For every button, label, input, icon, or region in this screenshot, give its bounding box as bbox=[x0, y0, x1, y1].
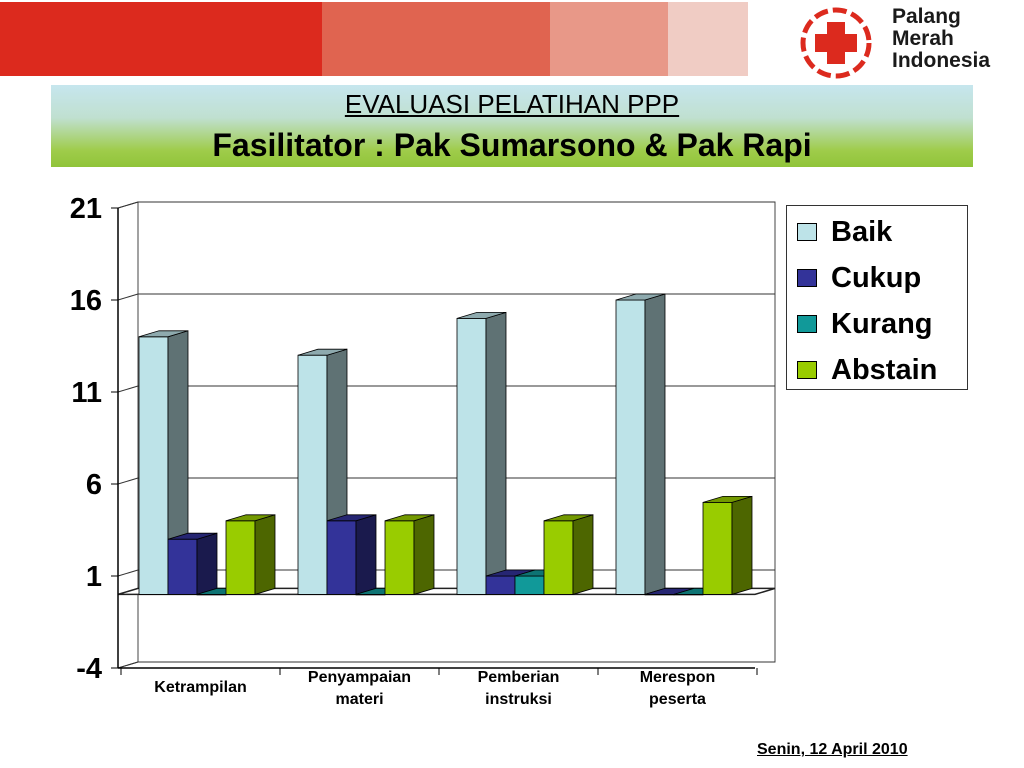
header-bar-4 bbox=[668, 2, 748, 76]
bar-front bbox=[225, 520, 256, 595]
header-bar-3 bbox=[550, 2, 668, 76]
y-tick-label: 21 bbox=[70, 193, 102, 225]
bar-front bbox=[297, 354, 328, 595]
y-tick-label: -4 bbox=[76, 653, 102, 685]
bar-baik bbox=[615, 293, 666, 595]
x-tick-label: Penyampaian bbox=[308, 669, 411, 686]
bar-top bbox=[615, 293, 666, 301]
x-tick-label: Pemberian bbox=[478, 669, 560, 686]
legend-label-kurang: Kurang bbox=[831, 307, 933, 340]
bar-front bbox=[514, 575, 545, 595]
bar-side bbox=[254, 514, 276, 595]
y-tick-label: 16 bbox=[70, 285, 102, 317]
logo-line-2: Merah bbox=[892, 27, 954, 50]
bar-side bbox=[413, 514, 435, 595]
bar-front bbox=[326, 520, 357, 595]
header-bar-1 bbox=[0, 2, 322, 76]
side-wall bbox=[117, 201, 139, 669]
bar-top bbox=[543, 514, 594, 522]
logo-line-1: Palang bbox=[892, 5, 961, 28]
bar-abstain bbox=[384, 514, 435, 595]
title-box: EVALUASI PELATIHAN PPP Fasilitator : Pak… bbox=[51, 85, 973, 167]
gridline-side bbox=[117, 661, 139, 669]
x-tick-label: Merespon bbox=[640, 669, 716, 686]
bar-front bbox=[167, 538, 198, 595]
bar-front bbox=[543, 520, 574, 595]
bar-front bbox=[384, 520, 415, 595]
bar-top bbox=[702, 495, 753, 503]
bar-baik bbox=[456, 311, 507, 595]
legend-item-cukup: Cukup bbox=[797, 261, 922, 294]
bar-front bbox=[615, 299, 646, 595]
gridline-side bbox=[117, 293, 139, 301]
y-tick-label: 11 bbox=[71, 377, 102, 409]
bar-abstain bbox=[225, 514, 276, 595]
bar-side bbox=[485, 311, 507, 595]
y-tick-label: 1 bbox=[86, 561, 102, 593]
legend-swatch-baik bbox=[797, 223, 817, 241]
red-cross-logo-icon bbox=[800, 7, 872, 79]
bar-top bbox=[138, 330, 189, 338]
legend-label-baik: Baik bbox=[831, 215, 893, 248]
bar-side bbox=[355, 514, 377, 595]
bar-top bbox=[225, 514, 276, 522]
bar-chart: 21 16 11 6 1 -4 Ketrampilan Penyampaian materi Pe… bbox=[70, 193, 776, 708]
page-subtitle: Fasilitator : Pak Sumarsono & Pak Rapi bbox=[212, 127, 812, 163]
legend-swatch-kurang bbox=[797, 315, 817, 333]
legend-item-kurang: Kurang bbox=[797, 307, 933, 340]
bar-top bbox=[167, 532, 218, 540]
logo-line-3: Indonesia bbox=[892, 49, 991, 72]
legend-swatch-abstain bbox=[797, 361, 817, 379]
chart-legend: Baik Cukup Kurang Abstain bbox=[786, 205, 968, 390]
legend-label-abstain: Abstain bbox=[831, 353, 938, 386]
legend-item-baik: Baik bbox=[797, 215, 893, 248]
page-title: EVALUASI PELATIHAN PPP bbox=[344, 89, 680, 119]
bar-baik bbox=[138, 330, 189, 595]
x-tick-label: peserta bbox=[649, 691, 706, 708]
gridline-side bbox=[117, 201, 139, 209]
bar-abstain bbox=[702, 495, 753, 595]
legend-item-abstain: Abstain bbox=[797, 353, 938, 386]
bar-abstain bbox=[543, 514, 594, 595]
bar-cukup bbox=[326, 514, 377, 595]
bar-side bbox=[731, 495, 753, 595]
x-tick-label: Ketrampilan bbox=[154, 679, 246, 696]
bar-top bbox=[297, 348, 348, 356]
header-color-bars bbox=[0, 2, 748, 76]
bar-front bbox=[138, 336, 169, 595]
bar-top bbox=[384, 514, 435, 522]
bar-front bbox=[456, 317, 487, 595]
gridline-side bbox=[117, 569, 139, 577]
bar-cukup bbox=[167, 532, 218, 595]
bar-front bbox=[485, 575, 516, 595]
bar-front bbox=[702, 501, 733, 595]
legend-swatch-cukup bbox=[797, 269, 817, 287]
bar-side bbox=[572, 514, 594, 595]
x-tick-label: instruksi bbox=[485, 691, 552, 708]
footer-date: Senin, 12 April 2010 bbox=[757, 741, 908, 758]
gridline-side bbox=[117, 477, 139, 485]
bar-side bbox=[196, 532, 218, 595]
legend-label-cukup: Cukup bbox=[831, 261, 922, 294]
gridline-side bbox=[117, 385, 139, 393]
bar-top bbox=[456, 311, 507, 319]
logo-text: Palang Merah Indonesia bbox=[892, 6, 990, 72]
header-bar-2 bbox=[322, 2, 550, 76]
y-tick-label: 6 bbox=[86, 469, 102, 501]
x-tick-label: materi bbox=[335, 691, 383, 708]
bar-side bbox=[644, 293, 666, 595]
bar-top bbox=[326, 514, 377, 522]
